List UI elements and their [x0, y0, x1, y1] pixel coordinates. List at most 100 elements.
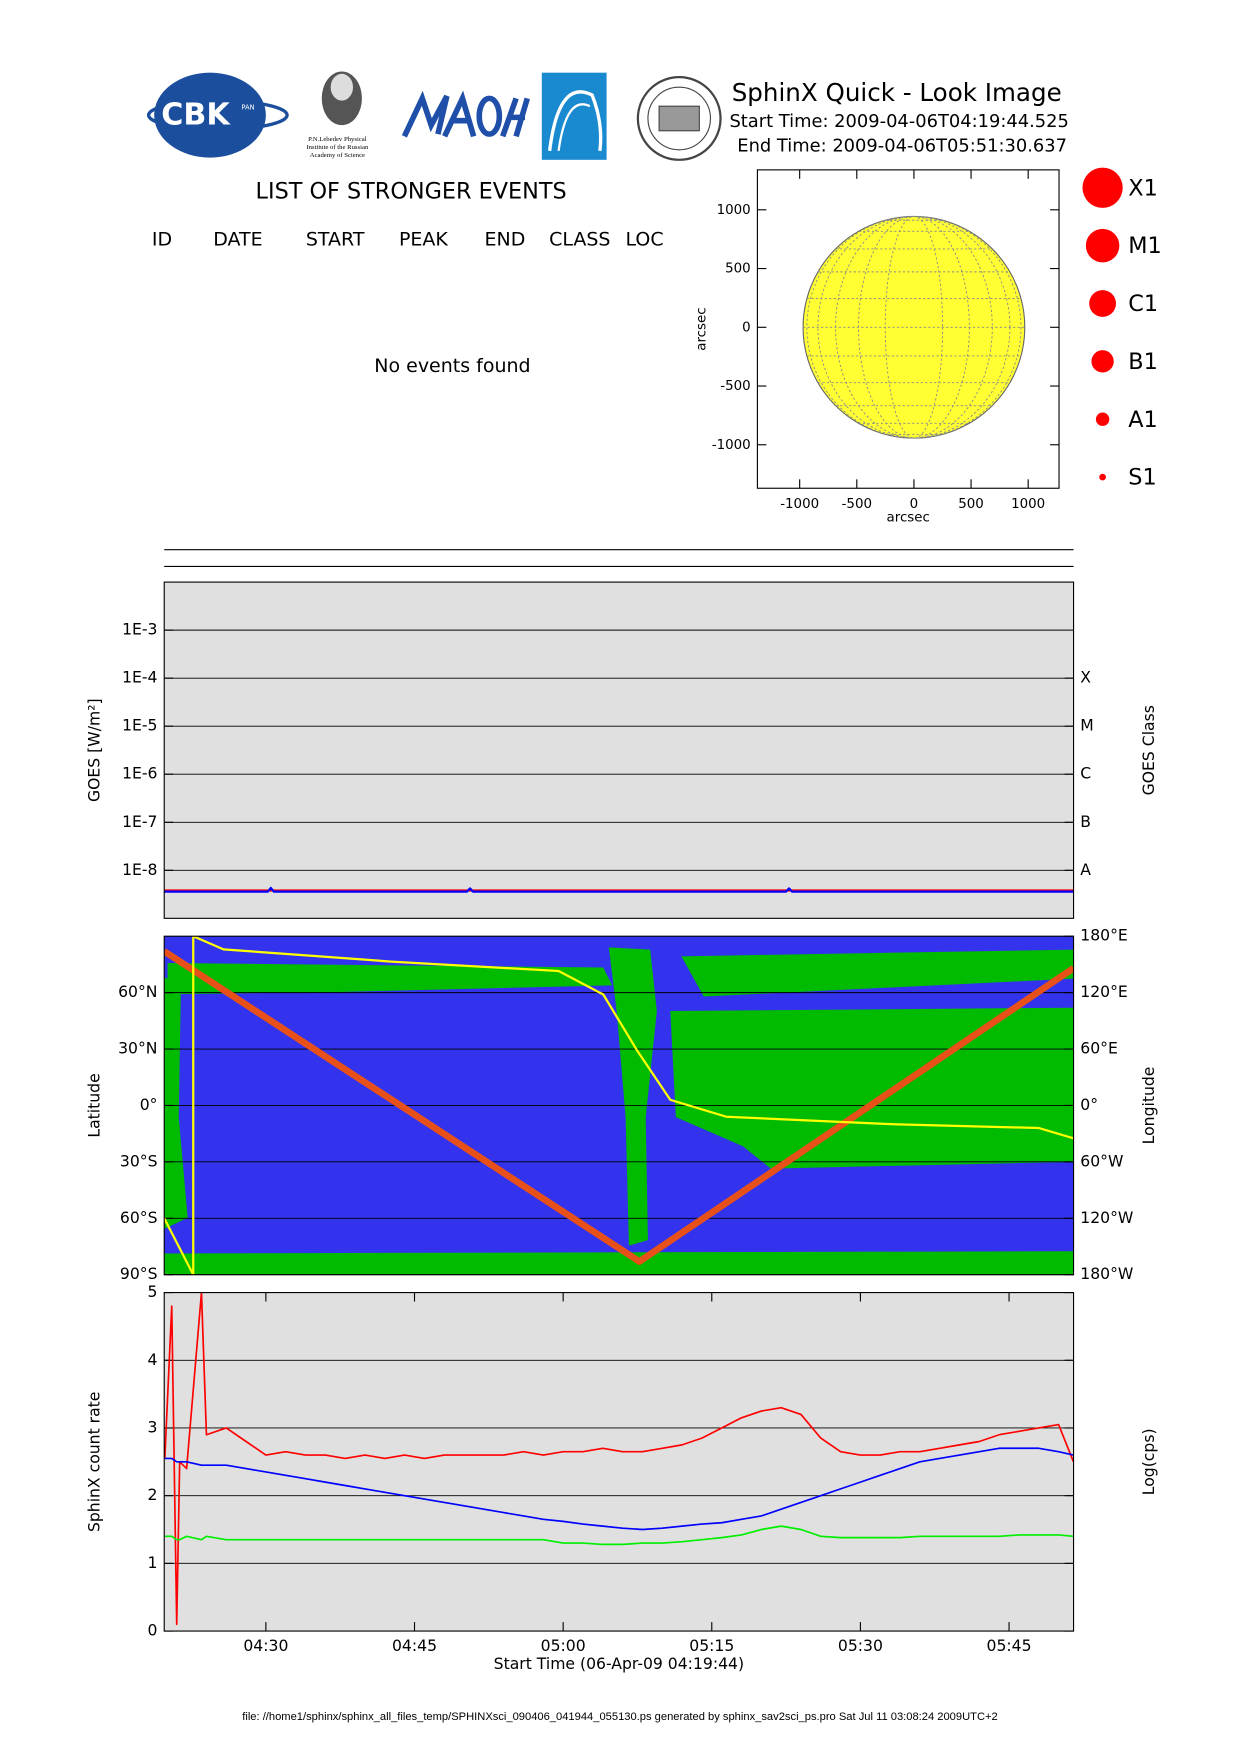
y-tick-label: 1000: [717, 203, 751, 218]
logo-arc-line: [547, 90, 603, 152]
y-axis-label: GOES [W/m²]: [84, 698, 103, 802]
x-tick-label: 05:30: [838, 1636, 883, 1655]
x-axis-label: arcsec: [887, 510, 930, 525]
x-tick-label: 05:15: [689, 1636, 734, 1655]
y-axis-label: Latitude: [84, 1073, 103, 1137]
series-line: [164, 1292, 1074, 1626]
series-line: [164, 948, 1074, 1265]
y-tick-label: 1: [148, 1553, 158, 1572]
logo-text: CBK: [161, 98, 231, 133]
logo-text: PAN: [241, 103, 254, 111]
y-tick-label: 0: [148, 1621, 158, 1640]
y-axis-label: SphinX count rate: [84, 1392, 103, 1532]
y-tick-label: 4: [148, 1350, 158, 1369]
meridian: [806, 216, 1022, 439]
title: SphinX Quick - Look Image: [732, 78, 1062, 107]
series-line: [164, 886, 1074, 893]
plot-frame: [163, 581, 1075, 919]
logo-cbk: CBK PAN: [146, 72, 289, 158]
x-tick-label: -500: [842, 497, 872, 512]
y2-tick-label: C: [1080, 764, 1091, 783]
y-tick-label: -500: [720, 379, 750, 394]
logo-stroke: [476, 95, 503, 137]
events-column: START: [306, 229, 365, 251]
plot-frame: [163, 1292, 1075, 1632]
y2-tick-label: B: [1080, 812, 1091, 831]
disk-grid: [803, 216, 1025, 439]
seal-ring: [636, 76, 722, 161]
logo-stroke: [500, 97, 530, 138]
logo-arc-line: [557, 103, 591, 152]
y2-axis-label: GOES Class: [1139, 705, 1158, 795]
x-tick-label: 04:45: [392, 1636, 437, 1655]
y2-tick-label: 60°W: [1080, 1151, 1123, 1170]
logo-shape: [154, 72, 266, 158]
footer: file: //home1/sphinx/sphinx_all_files_te…: [242, 1711, 998, 1723]
class-label: C1: [1128, 291, 1158, 317]
events-message: No events found: [374, 355, 530, 377]
logo-shape: [541, 72, 607, 160]
y2-tick-label: X: [1080, 668, 1091, 687]
y-tick-label: 1E-5: [122, 716, 157, 735]
land: [681, 949, 1074, 997]
plot-background: [164, 1292, 1074, 1632]
y2-tick-label: 120°E: [1080, 982, 1128, 1001]
class-dot: [1082, 167, 1123, 208]
y2-tick-label: M: [1080, 716, 1093, 735]
y-tick-label: 60°N: [118, 982, 157, 1001]
y-tick-label: 1E-4: [122, 668, 157, 687]
y-tick-label: 1E-6: [122, 764, 157, 783]
land: [670, 1007, 1074, 1169]
x-tick-label: -1000: [780, 497, 819, 512]
y-tick-label: 1E-3: [122, 620, 157, 639]
class-dot: [1089, 290, 1116, 317]
plot-background: [164, 582, 1074, 919]
x-tick-label: 05:45: [987, 1636, 1032, 1655]
class-label: X1: [1128, 175, 1158, 201]
events-column: PEAK: [399, 229, 448, 251]
class-label: B1: [1128, 349, 1158, 375]
logo-maoh: [401, 90, 530, 138]
land: [167, 963, 613, 995]
class-label: S1: [1128, 465, 1156, 491]
end-time: End Time: 2009-04-06T05:51:30.637: [737, 135, 1067, 156]
plot-frame: [163, 935, 1075, 1276]
series-line: [164, 936, 1074, 1275]
y2-axis-label: Log(cps): [1139, 1428, 1158, 1495]
logo-stroke: [401, 90, 450, 138]
logo-caption: P.N.Lebedev Physical: [308, 136, 367, 143]
events-columns: ID DATE START PEAK END CLASS LOC: [152, 229, 664, 251]
x-tick-label: 500: [958, 497, 984, 512]
y-axis-label: arcsec: [695, 307, 710, 350]
y-tick-label: 5: [148, 1282, 158, 1301]
series-line: [164, 1525, 1074, 1546]
land: [164, 1251, 1074, 1275]
x-tick-label: 05:00: [541, 1636, 586, 1655]
y2-tick-label: 120°W: [1080, 1208, 1133, 1227]
y-tick-label: 1E-7: [122, 812, 157, 831]
y2-tick-label: 180°W: [1080, 1264, 1133, 1283]
y-tick-label: 2: [148, 1485, 158, 1504]
events-column: CLASS: [549, 229, 610, 251]
class-label: M1: [1128, 233, 1161, 259]
class-dot: [1085, 228, 1120, 263]
events-column: END: [485, 229, 526, 251]
logo-seal: [636, 76, 722, 161]
y-tick-label: 30°S: [120, 1151, 158, 1170]
seal-building: [658, 105, 700, 132]
events-column: LOC: [626, 229, 664, 251]
start-time: Start Time: 2009-04-06T04:19:44.525: [729, 111, 1068, 132]
logo-caption: Institute of the Russian: [306, 144, 369, 151]
plot-frame: [756, 169, 1060, 489]
y-tick-label: 30°N: [118, 1039, 157, 1058]
logo-arc: [541, 72, 607, 160]
logo-lebedev: P.N.Lebedev Physical Institute of the Ru…: [306, 71, 369, 159]
portrait-face: [330, 73, 354, 101]
class-dot: [1095, 412, 1110, 426]
y-tick-label: 3: [148, 1417, 158, 1436]
y-tick-label: -1000: [712, 438, 751, 453]
y-tick-label: 500: [725, 262, 751, 277]
x-tick-label: 04:30: [243, 1636, 288, 1655]
